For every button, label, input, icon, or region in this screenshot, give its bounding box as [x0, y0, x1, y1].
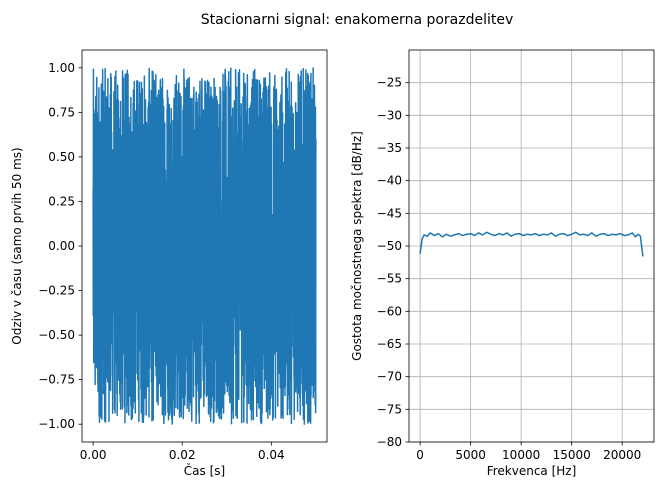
time-chart-y-tick-label: −0.25 [38, 284, 75, 298]
psd-chart-x-tick-label: 0 [416, 448, 424, 462]
psd-chart-series-group [419, 231, 644, 257]
psd-chart-y-tick-label: −60 [377, 304, 402, 318]
time-domain-chart: 0.00 0.02 0.04 −1.00 −0.75 −0.50 −0.25 0.00 0.2… [10, 49, 328, 478]
time-chart-y-tick-label: −0.50 [38, 328, 75, 342]
psd-chart-y-tick-label: −30 [377, 108, 402, 122]
time-chart-y-tick-label: 0.00 [48, 239, 75, 253]
time-chart-x-ticks: 0.00 0.02 0.04 [80, 442, 285, 462]
psd-chart-x-axis-label: Frekvenca [Hz] [487, 464, 577, 478]
psd-line [419, 231, 644, 257]
psd-chart-x-tick-label: 20000 [603, 448, 641, 462]
psd-chart: 0 5000 10000 15000 20000 −80−75−70−65−60−55−… [350, 49, 655, 478]
psd-chart-x-tick-label: 10000 [502, 448, 540, 462]
time-signal-line [92, 67, 317, 425]
psd-chart-y-axis-label: Gostota močnostnega spektra [dB/Hz] [350, 131, 364, 361]
time-chart-x-axis-label: Čas [s] [184, 463, 225, 478]
time-chart-y-tick-label: −1.00 [38, 417, 75, 431]
psd-chart-x-tick-label: 5000 [455, 448, 486, 462]
psd-chart-x-tick-label: 15000 [553, 448, 591, 462]
psd-chart-y-tick-label: −70 [377, 370, 402, 384]
time-chart-y-tick-label: −0.75 [38, 373, 75, 387]
psd-chart-y-tick-label: −40 [377, 174, 402, 188]
time-chart-y-ticks: −1.00 −0.75 −0.50 −0.25 0.00 0.25 0.50 0.75 1.00 [38, 61, 82, 431]
psd-chart-x-ticks: 0 5000 10000 15000 20000 [416, 442, 641, 462]
time-chart-y-tick-label: 0.50 [48, 150, 75, 164]
time-chart-x-tick-label: 0.04 [258, 448, 285, 462]
time-chart-x-tick-label: 0.02 [169, 448, 196, 462]
time-chart-y-tick-label: 0.75 [48, 105, 75, 119]
psd-chart-y-tick-label: −50 [377, 239, 402, 253]
time-chart-y-axis-label: Odziv v času (samo prvih 50 ms) [10, 147, 24, 344]
psd-chart-y-tick-label: −75 [377, 402, 402, 416]
psd-chart-y-tick-label: −65 [377, 337, 402, 351]
psd-chart-y-tick-label: −55 [377, 272, 402, 286]
psd-chart-y-tick-label: −35 [377, 141, 402, 155]
time-chart-y-tick-label: 0.25 [48, 194, 75, 208]
psd-chart-y-tick-label: −25 [377, 76, 402, 90]
psd-chart-y-tick-label: −45 [377, 206, 402, 220]
psd-chart-y-ticks: −80 −75 −70 −65 −60 −55 −50 −45 −40 −35 −30 −25 [377, 76, 409, 449]
psd-chart-y-tick-label: −80 [377, 435, 402, 449]
figure-suptitle: Stacionarni signal: enakomerna porazdeli… [201, 12, 514, 28]
time-chart-x-tick-label: 0.00 [80, 448, 107, 462]
time-chart-y-tick-label: 1.00 [48, 61, 75, 75]
time-chart-series-group [92, 67, 317, 425]
